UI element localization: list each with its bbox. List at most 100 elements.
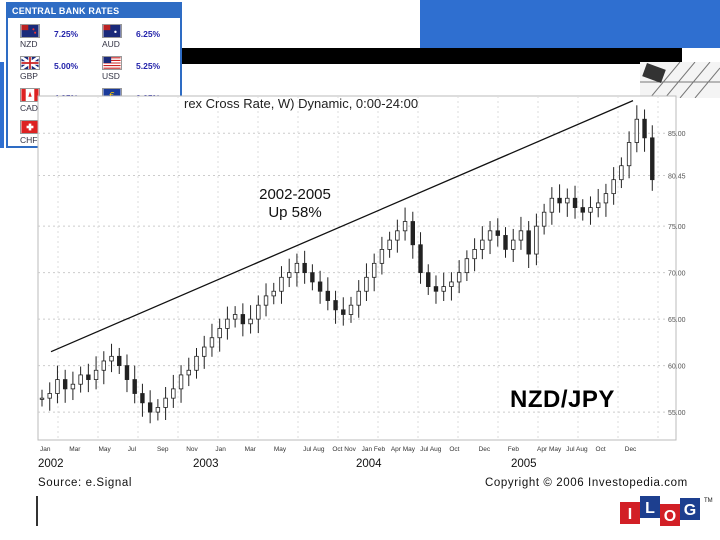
candle-body [626,142,632,167]
currency-code: USD [102,71,120,81]
candle-body [441,286,446,292]
currency-code: GBP [20,71,38,81]
ilog-logo-icon: I L O G TM [620,496,713,526]
candle-body [256,304,261,320]
candle-body [603,193,609,204]
x-month-label: May [98,446,111,453]
candle-body [487,230,493,241]
candle-body [642,118,647,139]
header-accent-band [420,0,720,48]
candle-body [101,360,106,371]
candle-body [611,179,616,195]
candle-body [147,402,153,413]
candle-body [534,225,539,255]
candle-body [426,272,431,287]
x-month-label: Dec [625,446,637,453]
candle-body [572,197,578,208]
x-month-label: Oct [449,446,459,453]
candle-body [379,249,385,264]
y-tick-label: 85.00 [668,131,686,138]
candle-body [596,202,601,208]
candle-body [93,369,99,380]
y-tick-label: 55.00 [668,410,686,417]
candle-body [480,239,485,250]
candle-body [286,272,292,278]
candle-body [503,235,508,250]
candle-body [557,197,562,204]
candle-body [310,272,315,283]
candle-body [132,379,137,394]
currency-code: NZD [20,39,38,49]
candle-body [62,379,68,390]
candle-body [279,276,284,292]
interest-rate: 5.25% [136,61,161,71]
candle-body [464,258,470,274]
candle-body [248,318,253,325]
candle-body [495,230,500,236]
rates-row: GBP 5.00% USD 5.25% [12,52,176,83]
candle-body [364,276,369,292]
candle-body [117,355,122,367]
rate-cell-gbp: GBP 5.00% [12,52,92,83]
candle-body [109,355,114,362]
plot-area [37,95,677,441]
candle-body [511,239,516,250]
rates-widget-title: CENTRAL BANK RATES [8,4,180,18]
y-tick-label: 75.00 [668,224,686,231]
corner-logo-icon [640,62,720,98]
year-label-2003: 2003 [193,458,219,470]
candle-body [70,383,76,390]
candle-body [341,309,346,315]
year-label-2004: 2004 [356,458,382,470]
y-tick-label: 70.00 [668,271,686,278]
candle-body [263,295,269,306]
candle-body [240,314,246,325]
x-month-label: Nov [186,446,198,453]
x-month-label: Apr May [537,446,562,453]
rate-cell-usd: USD 5.25% [94,52,174,83]
x-month-label: Jul [128,446,137,453]
rates-row: NZD 7.25% AUD 6.25% [12,20,176,51]
candle-body [518,230,524,241]
currency-pair-label: NZD/JPY [510,386,615,413]
candle-body [395,230,400,241]
candle-body [271,290,276,297]
candle-body [541,211,547,227]
annotation-gain: Up 58% [268,204,322,221]
candle-body [294,262,300,274]
candle-body [302,262,307,274]
candle-body [225,318,230,329]
candle-body [418,244,423,274]
candle-body [387,239,392,250]
candle-body [410,221,415,246]
footer-divider [36,496,38,526]
logo-letter-i: I [628,506,632,523]
candle-body [433,286,439,292]
interest-rate: 7.25% [54,29,79,39]
candle-body [449,281,454,287]
candle-body [402,221,408,232]
candle-body [202,346,207,357]
nzd-jpy-candlestick-chart: 55.00 60.00 65.00 70.00 75.00 80.45 85.00 Jan Ma… [37,95,686,453]
x-month-label: Jul Aug [303,446,325,453]
x-month-label: Jan Feb [362,446,386,453]
data-source: Source: e.Signal [38,477,132,489]
candle-body [47,393,52,399]
interest-rate: 6.25% [136,29,161,39]
candle-body [178,374,184,390]
candle-body [78,374,83,385]
rate-cell-aud: AUD 6.25% [94,20,174,51]
trend-annotation: 2002-2005 Up 58% [250,186,340,222]
logo-trademark: TM [704,498,713,504]
rate-cell-nzd: NZD 7.25% [12,20,92,51]
candle-body [232,314,238,320]
annotation-period: 2002-2005 [259,186,331,203]
left-accent-rule [0,62,4,148]
logo-letter-g: G [684,502,696,519]
candle-body [163,397,168,408]
candle-body [39,397,45,400]
interest-rate: 5.00% [54,61,79,71]
candle-body [526,230,531,255]
candle-body [155,407,161,413]
x-month-label: Oct Nov [332,446,356,453]
